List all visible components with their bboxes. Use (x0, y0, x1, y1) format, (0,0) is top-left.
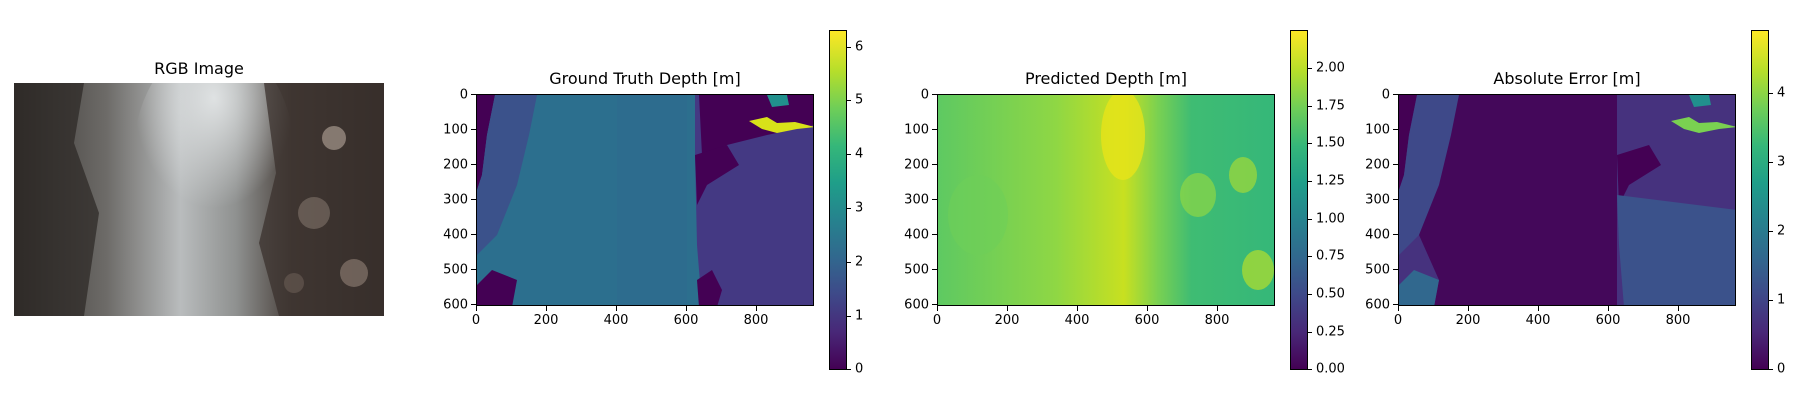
pred-cbar-tick-0: 0.00 (1316, 361, 1345, 377)
gt-ytick-600: 600 (443, 297, 468, 313)
gt-colorbar (829, 30, 847, 370)
pred-ytick-200: 200 (904, 157, 929, 173)
err-xtick-0: 0 (1393, 313, 1403, 328)
gt-depth-title: Ground Truth Depth [m] (549, 69, 741, 88)
pred-xtick-200: 200 (994, 313, 1020, 328)
err-xtick-800: 800 (1665, 313, 1691, 328)
gt-xtick-200: 200 (533, 313, 559, 328)
gt-cbar-tick-2: 2 (855, 254, 864, 270)
abs-error-title: Absolute Error [m] (1493, 69, 1641, 88)
gt-cbar-tick-4: 4 (855, 146, 864, 162)
gt-cbar-tick-3: 3 (855, 200, 864, 216)
gt-depth-heatmap (476, 94, 814, 306)
pred-cbar-tick-2: 0.50 (1316, 286, 1345, 302)
pred-ytick-400: 400 (904, 227, 929, 243)
gt-xtick-0: 0 (471, 313, 481, 328)
gt-ytick-100: 100 (443, 122, 468, 138)
pred-cbar-tick-5: 1.25 (1316, 173, 1345, 189)
err-ytick-200: 200 (1365, 157, 1390, 173)
pred-xtick-800: 800 (1204, 313, 1230, 328)
pred-ytick-600: 600 (904, 297, 929, 313)
err-ytick-600: 600 (1365, 297, 1390, 313)
gt-xtick-800: 800 (743, 313, 769, 328)
pred-ytick-300: 300 (904, 192, 929, 208)
err-colorbar (1751, 30, 1769, 370)
pred-cbar-tick-7: 1.75 (1316, 98, 1345, 114)
pred-xtick-0: 0 (932, 313, 942, 328)
gt-cbar-tick-0: 0 (855, 361, 864, 377)
gt-cbar-tick-5: 5 (855, 92, 864, 108)
pred-cbar-tick-8: 2.00 (1316, 60, 1345, 76)
pred-cbar-tick-3: 0.75 (1316, 248, 1345, 264)
err-ytick-300: 300 (1365, 192, 1390, 208)
abs-error-heatmap (1398, 94, 1736, 306)
pred-depth-heatmap (937, 94, 1275, 306)
err-cbar-tick-3: 3 (1777, 154, 1786, 170)
err-ytick-0: 0 (1381, 87, 1390, 103)
err-xtick-200: 200 (1455, 313, 1481, 328)
err-cbar-tick-4: 4 (1777, 85, 1786, 101)
pred-ytick-0: 0 (920, 87, 929, 103)
gt-cbar-tick-1: 1 (855, 308, 864, 324)
pred-xtick-400: 400 (1064, 313, 1090, 328)
gt-xtick-400: 400 (603, 313, 629, 328)
rgb-image (14, 83, 384, 316)
gt-ytick-200: 200 (443, 157, 468, 173)
err-xtick-600: 600 (1595, 313, 1621, 328)
err-xtick-400: 400 (1525, 313, 1551, 328)
err-cbar-tick-2: 2 (1777, 223, 1786, 239)
rgb-image-title: RGB Image (154, 59, 244, 78)
err-ytick-100: 100 (1365, 122, 1390, 138)
gt-ytick-0: 0 (459, 87, 468, 103)
pred-ytick-500: 500 (904, 262, 929, 278)
gt-xtick-600: 600 (673, 313, 699, 328)
pred-depth-title: Predicted Depth [m] (1024, 69, 1188, 88)
err-ytick-500: 500 (1365, 262, 1390, 278)
err-cbar-tick-0: 0 (1777, 361, 1786, 377)
gt-ytick-300: 300 (443, 192, 468, 208)
gt-ytick-400: 400 (443, 227, 468, 243)
err-cbar-tick-1: 1 (1777, 292, 1786, 308)
pred-ytick-100: 100 (904, 122, 929, 138)
gt-cbar-tick-6: 6 (855, 39, 864, 55)
pred-colorbar (1290, 30, 1308, 370)
pred-cbar-tick-6: 1.50 (1316, 135, 1345, 151)
pred-cbar-tick-4: 1.00 (1316, 211, 1345, 227)
pred-xtick-600: 600 (1134, 313, 1160, 328)
gt-ytick-500: 500 (443, 262, 468, 278)
err-ytick-400: 400 (1365, 227, 1390, 243)
pred-cbar-tick-1: 0.25 (1316, 324, 1345, 340)
